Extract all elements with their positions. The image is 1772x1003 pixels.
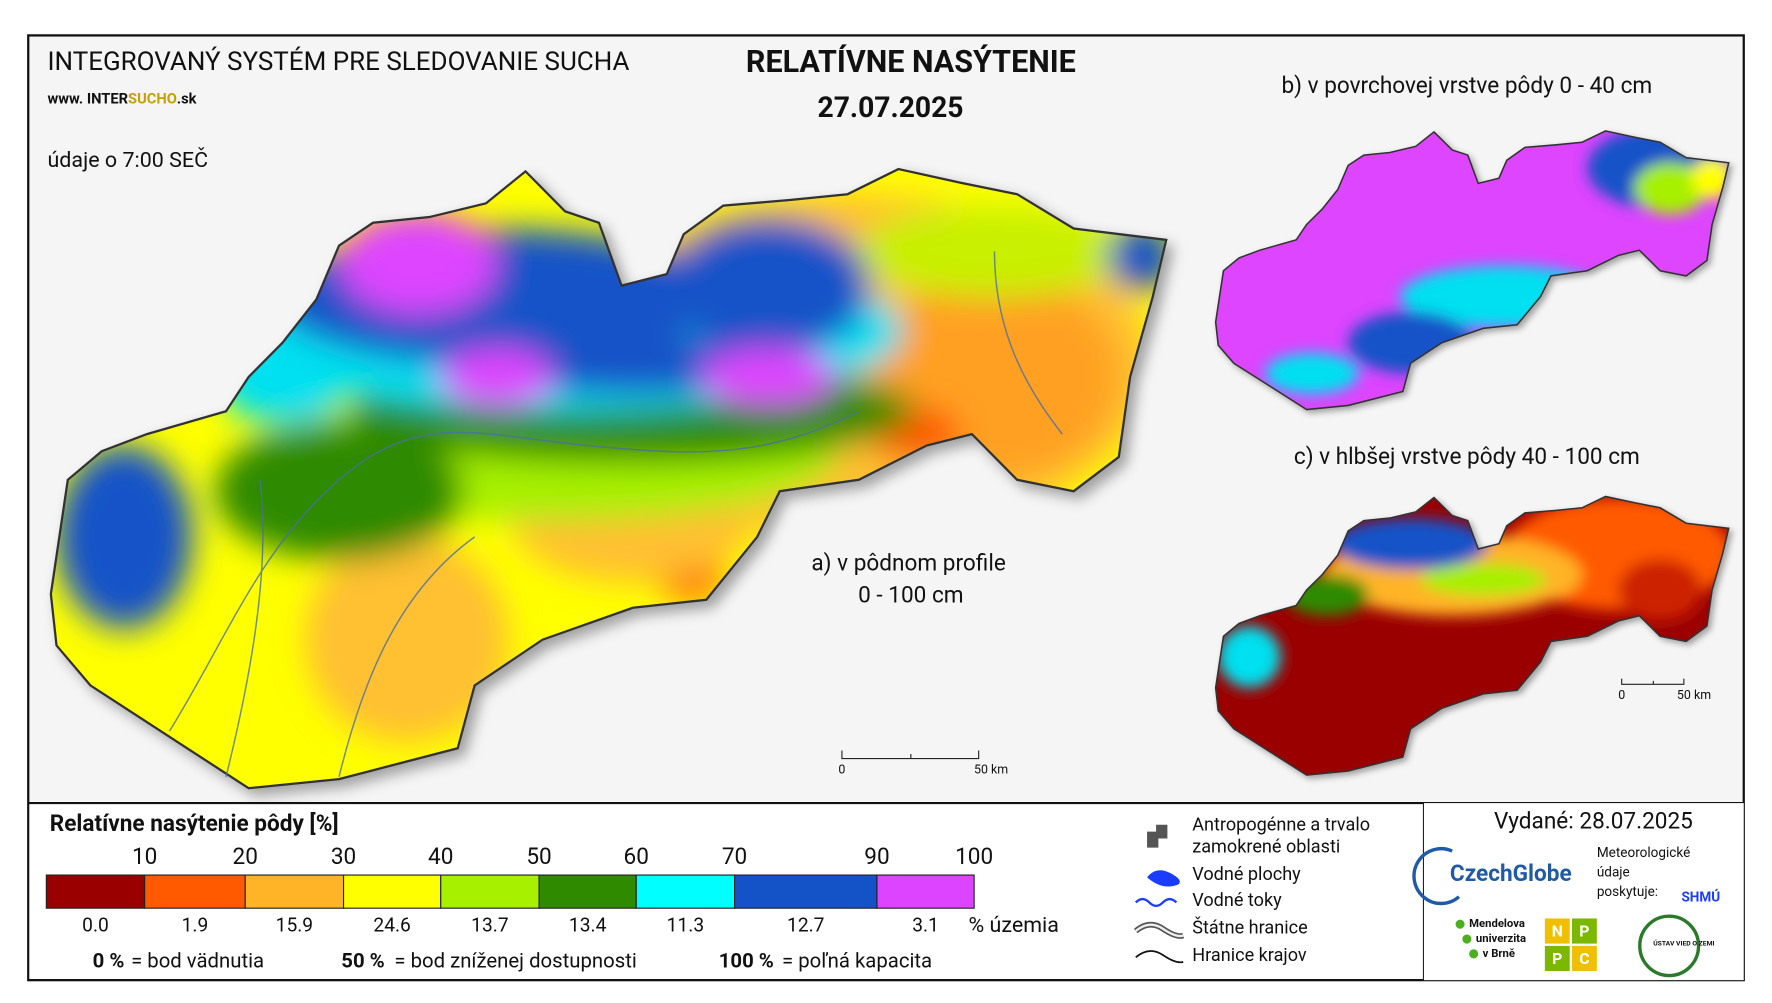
- symbol-label: Hranice krajov: [1192, 945, 1307, 966]
- meteo-text: Meteorologické údaje poskytuje:: [1597, 845, 1691, 900]
- npc-cell: [1571, 945, 1597, 972]
- legend-share: 24.6: [373, 913, 410, 936]
- scale-zero: 0: [838, 762, 845, 777]
- meteo-line: Meteorologické: [1597, 845, 1691, 861]
- legend-share: 15.9: [276, 913, 313, 936]
- meteo-line: poskytuje:: [1597, 884, 1658, 900]
- legend-share: 11.3: [667, 913, 704, 936]
- notes: 0 % = bod vädnutia 50 % = bod zníženej dost…: [93, 948, 932, 972]
- legend-swatch: [635, 874, 736, 909]
- npc-letter: N: [1552, 921, 1563, 940]
- web-highlight: SUCHO: [128, 89, 177, 107]
- share-unit: % územia: [968, 913, 1058, 938]
- issued: Vydané: 28.07.2025: [1494, 807, 1693, 834]
- legend-share: 13.7: [471, 913, 508, 936]
- legend-swatch: [538, 874, 637, 909]
- legend-title: Relatívne nasýtenie pôdy [%]: [50, 810, 339, 837]
- scale-end-c: 50 km: [1677, 688, 1711, 703]
- symbol-label: Štátne hranice: [1192, 916, 1307, 938]
- npc-cell: [1544, 945, 1570, 972]
- map-c-label: c) v hlbšej vrstve pôdy 40 - 100 cm: [1294, 443, 1640, 470]
- shmu: SHMÚ: [1681, 889, 1720, 905]
- legend-swatch: [734, 874, 878, 909]
- date: 27.07.2025: [818, 91, 964, 124]
- mendel-line: univerzita: [1476, 931, 1526, 945]
- uvz: ÚSTAV VIED O ZEMI: [1653, 938, 1714, 947]
- czechglobe-arc: [1412, 847, 1461, 906]
- time-note: údaje o 7:00 SEČ: [47, 146, 208, 173]
- note-text: = bod vädnutia: [131, 948, 264, 972]
- note-text: = bod zníženej dostupnosti: [394, 948, 636, 972]
- scale-zero-c: 0: [1618, 688, 1625, 703]
- legend-swatch: [144, 874, 246, 909]
- map-a-label: a) v pôdnom profile: [811, 549, 1005, 576]
- npc-cell: [1544, 918, 1570, 944]
- legend-swatch: [45, 874, 146, 909]
- legend-bound: 100: [955, 843, 993, 870]
- uvz-circle: [1638, 914, 1701, 978]
- mendel-line: Mendelova: [1469, 916, 1525, 930]
- note-key: 100 %: [719, 948, 774, 972]
- legend-share: 3.1: [912, 913, 939, 936]
- mendel-dot: [1469, 949, 1479, 959]
- legend: 10 0.0 20 1.9 30 15.9 40 24.6 50 13.7 60 13.4 70 11.3…: [45, 843, 993, 937]
- legend-bound: 60: [624, 843, 649, 870]
- legend-bound: 70: [722, 843, 747, 870]
- symbol-icons: [1133, 824, 1185, 964]
- legend-bound: 10: [132, 843, 157, 870]
- legend-share: 13.4: [569, 913, 607, 936]
- legend-bound: 30: [331, 843, 356, 870]
- legend-bound: 50: [526, 843, 551, 870]
- legend-bound: 40: [428, 843, 453, 870]
- legend-swatch: [440, 874, 540, 909]
- scale-bar-c: [1621, 678, 1685, 685]
- legend-bound: 90: [864, 843, 889, 870]
- symbol-label: Antropogénne a trvalo: [1192, 815, 1370, 836]
- symbol-label: Vodné toky: [1192, 890, 1282, 911]
- legend-swatch: [244, 874, 345, 909]
- mendel-dot: [1462, 934, 1472, 944]
- website: www. INTERSUCHO.sk: [47, 89, 197, 107]
- web-prefix: www. INTER: [47, 89, 128, 107]
- scale-bar: [841, 750, 980, 760]
- legend-swatch: [876, 874, 975, 909]
- rivers: [168, 251, 1063, 777]
- legend-share: 12.7: [787, 913, 824, 936]
- mendel-line: v Brně: [1483, 946, 1515, 960]
- legend-share: 0.0: [82, 913, 109, 936]
- czechglobe: CzechGlobe: [1450, 860, 1572, 887]
- symbol-label: zamokrené oblasti: [1192, 836, 1340, 857]
- map-b-label: b) v povrchovej vrstve pôdy 0 - 40 cm: [1281, 72, 1652, 99]
- note-key: 0 %: [93, 948, 125, 972]
- npc-letter: P: [1552, 949, 1562, 968]
- legend-bound: 20: [233, 843, 258, 870]
- scale-end: 50 km: [974, 762, 1008, 777]
- npc-cell: [1571, 918, 1597, 944]
- system-title: INTEGROVANÝ SYSTÉM PRE SLEDOVANIE SUCHA: [47, 46, 629, 77]
- note-text: = poľná kapacita: [782, 948, 932, 972]
- web-suffix: .sk: [177, 89, 198, 107]
- note-key: 50 %: [341, 948, 384, 972]
- npc-letter: P: [1579, 921, 1589, 940]
- title: RELATÍVNE NASÝTENIE: [746, 43, 1076, 80]
- npc: N PP C: [1544, 918, 1597, 972]
- meteo-line: údaje: [1597, 864, 1630, 880]
- mendel-dot: [1455, 919, 1465, 929]
- legend-share: 1.9: [182, 913, 209, 936]
- map-a-depth: 0 - 100 cm: [858, 581, 964, 608]
- legend-swatch: [342, 874, 442, 909]
- npc-letter: C: [1579, 949, 1589, 968]
- symbol-label: Vodné plochy: [1192, 864, 1301, 885]
